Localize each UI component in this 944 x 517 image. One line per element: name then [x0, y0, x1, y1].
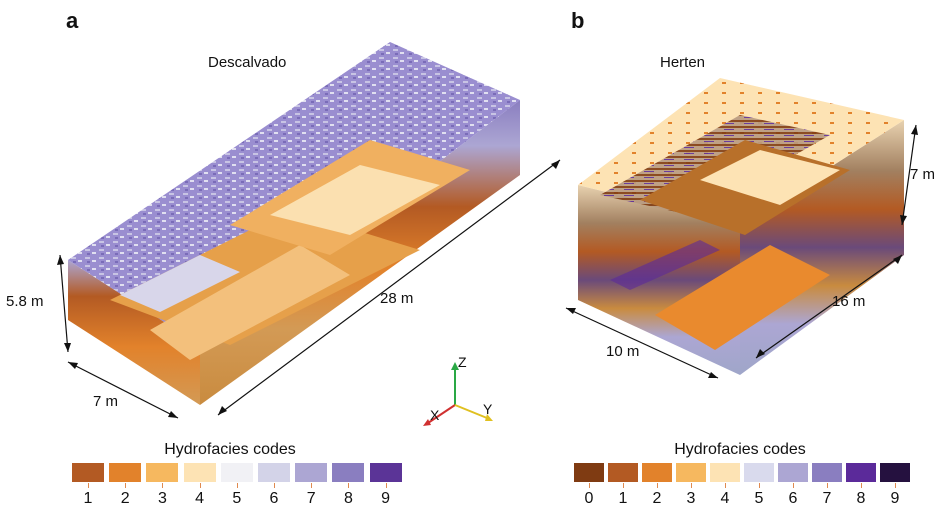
descalvado-block [68, 42, 520, 405]
y-axis-label: Y [483, 401, 493, 417]
legend-tick [657, 483, 658, 488]
legend-swatch-4 [183, 463, 216, 482]
legend-swatch-9 [880, 463, 910, 482]
legend-code-label: 4 [195, 490, 205, 507]
dimension-lines [59, 124, 917, 419]
legend-swatch-6 [778, 463, 808, 482]
legend-tick [623, 483, 624, 488]
herten-side-face [740, 120, 904, 375]
legend-tick [589, 483, 590, 488]
herten-lower-step [655, 245, 830, 350]
legend-tick [125, 483, 127, 488]
panel-a-width-label: 7 m [93, 393, 119, 410]
legend-swatch-8 [332, 463, 365, 482]
legend-swatch-7 [812, 463, 842, 482]
legend-tick [199, 483, 201, 488]
legend-tick [861, 483, 862, 488]
legend-b: 0 1 2 3 4 5 6 7 8 9 [574, 463, 914, 513]
legend-tick [88, 483, 89, 488]
legend-code-label: 2 [120, 490, 130, 507]
legend-code-label: 3 [157, 490, 167, 507]
panel-b-height-label: 7 m [910, 166, 936, 183]
panel-b-width-label: 10 m [606, 343, 640, 360]
panel-a-title: Descalvado [208, 54, 287, 71]
panel-a-height-label: 5.8 m [6, 293, 44, 310]
legend-swatch-5 [744, 463, 774, 482]
legend-tick [236, 483, 238, 488]
legend-swatch-1 [72, 463, 104, 482]
legend-code-label: 1 [83, 490, 93, 507]
legend-tick [162, 483, 164, 488]
legend-tick [793, 483, 794, 488]
legend-tick [759, 483, 760, 488]
legend-code-label: 7 [822, 490, 832, 507]
legend-code-label: 6 [788, 490, 798, 507]
herten-block [578, 78, 904, 375]
descalvado-front-face [68, 260, 200, 405]
legend-swatch-4 [710, 463, 740, 482]
z-axis-label: Z [458, 354, 467, 370]
panel-a-length-label: 28 m [380, 290, 414, 307]
legend-swatch-3 [146, 463, 179, 482]
legend-code-label: 8 [343, 490, 353, 507]
panel-b-length-label: 16 m [832, 293, 866, 310]
legend-swatch-5 [220, 463, 253, 482]
legend-tick [311, 483, 313, 488]
x-axis-label: X [430, 407, 440, 423]
legend-tick [725, 483, 726, 488]
panel-a-letter: a [66, 8, 79, 33]
legend-tick [348, 483, 350, 488]
legend-code-label: 9 [381, 490, 391, 507]
legend-swatch-2 [642, 463, 672, 482]
legend-a-title: Hydrofacies codes [164, 441, 296, 458]
y-axis [454, 404, 488, 419]
legend-code-label: 5 [754, 490, 764, 507]
legend-code-label: 5 [232, 490, 242, 507]
legend-code-label: 0 [584, 490, 594, 507]
legend-code-label: 8 [856, 490, 866, 507]
legend-code-label: 7 [306, 490, 316, 507]
legend-swatch-1 [608, 463, 638, 482]
legend-tick [895, 483, 896, 488]
legend-code-label: 4 [720, 490, 730, 507]
legend-code-label: 9 [890, 490, 900, 507]
legend-swatch-6 [258, 463, 290, 482]
legend-swatch-3 [676, 463, 706, 482]
legend-tick [827, 483, 828, 488]
legend-swatch-8 [846, 463, 876, 482]
legend-swatch-9 [369, 463, 402, 482]
legend-swatch-0 [574, 463, 604, 482]
legend-code-label: 6 [269, 490, 279, 507]
legend-a: 1 2 3 4 5 6 7 8 9 [72, 463, 412, 513]
legend-tick [691, 483, 692, 488]
legend-b-title: Hydrofacies codes [674, 441, 806, 458]
legend-code-label: 3 [686, 490, 696, 507]
legend-swatch-7 [295, 463, 328, 482]
legend-tick [274, 483, 275, 488]
legend-tick [385, 483, 387, 488]
panel-b-title: Herten [660, 54, 706, 71]
x-axis [427, 404, 456, 424]
axis-triad [423, 362, 493, 426]
panel-b-letter: b [571, 8, 585, 33]
legend-code-label: 1 [618, 490, 628, 507]
legend-swatch-2 [109, 463, 142, 482]
legend-code-label: 2 [652, 490, 662, 507]
